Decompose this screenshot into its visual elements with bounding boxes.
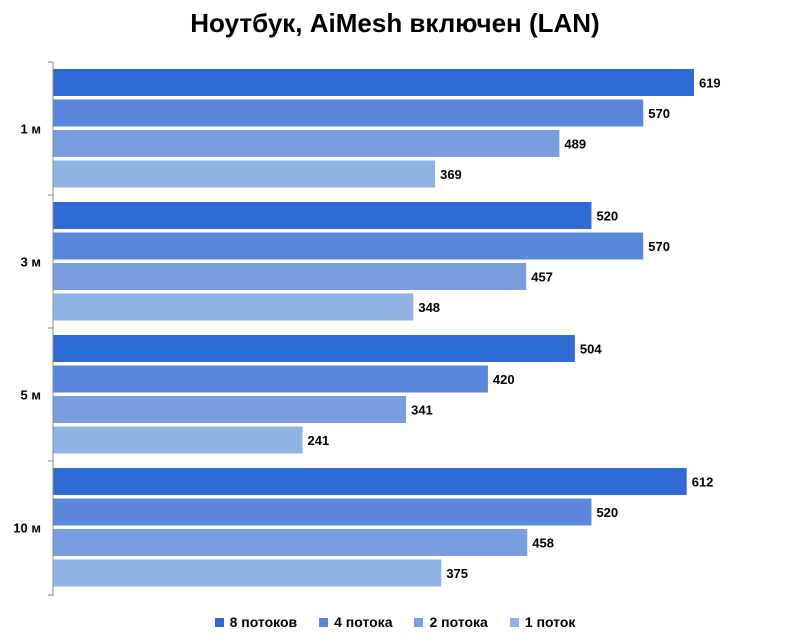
data-label: 612	[692, 475, 714, 490]
legend-label: 2 потока	[429, 614, 488, 630]
bar-3-1	[53, 335, 575, 362]
legend-swatch	[414, 617, 424, 627]
data-label: 375	[446, 566, 468, 581]
bar-1-4	[53, 160, 436, 188]
bar-3-3	[53, 396, 407, 423]
data-label: 241	[308, 433, 330, 448]
data-label: 341	[411, 403, 433, 418]
legend-label: 1 поток	[524, 614, 576, 630]
category-label: 10 м	[13, 521, 41, 536]
legend-label: 8 потоков	[229, 614, 298, 630]
bar-3-2	[53, 365, 488, 393]
legend-item: 1 поток	[509, 614, 576, 630]
bar-2-4	[53, 293, 414, 321]
bar-4-2	[53, 498, 592, 526]
bar-2-3	[53, 263, 527, 290]
category-label: 1 м	[21, 122, 41, 137]
legend-item: 8 потоков	[214, 614, 298, 630]
bar-4-1	[53, 468, 687, 495]
data-label: 420	[493, 372, 515, 387]
data-label: 504	[580, 342, 602, 357]
data-label: 457	[531, 270, 553, 285]
data-label: 458	[532, 536, 554, 551]
data-label: 348	[418, 300, 440, 315]
bar-1-1	[53, 69, 694, 96]
bar-4-3	[53, 529, 528, 556]
data-label: 570	[648, 239, 670, 254]
bar-2-1	[53, 202, 592, 229]
bar-1-3	[53, 130, 560, 157]
data-label: 619	[699, 76, 721, 91]
legend-swatch	[319, 617, 329, 627]
plot-area: 619 570 489 369 1 м 520 570 457 348 3 м 504 420 341 2…	[13, 61, 721, 596]
bar-2-2	[53, 232, 644, 260]
legend: 8 потоков 4 потока 2 потока 1 поток	[0, 614, 790, 630]
legend-swatch	[214, 617, 224, 627]
data-label: 520	[596, 209, 618, 224]
bar-1-2	[53, 99, 644, 127]
legend-swatch	[509, 617, 519, 627]
data-label: 489	[564, 137, 586, 152]
category-label: 5 м	[21, 388, 41, 403]
legend-item: 4 потока	[319, 614, 392, 630]
legend-label: 4 потока	[334, 614, 393, 630]
data-label: 369	[440, 167, 462, 182]
bar-4-4	[53, 559, 442, 587]
chart-title: Ноутбук, AiMesh включен (LAN)	[190, 8, 600, 38]
data-label: 520	[596, 505, 618, 520]
bar-3-4	[53, 426, 303, 454]
data-label: 570	[648, 106, 670, 121]
legend-item: 2 потока	[414, 614, 488, 630]
category-label: 3 м	[21, 255, 41, 270]
